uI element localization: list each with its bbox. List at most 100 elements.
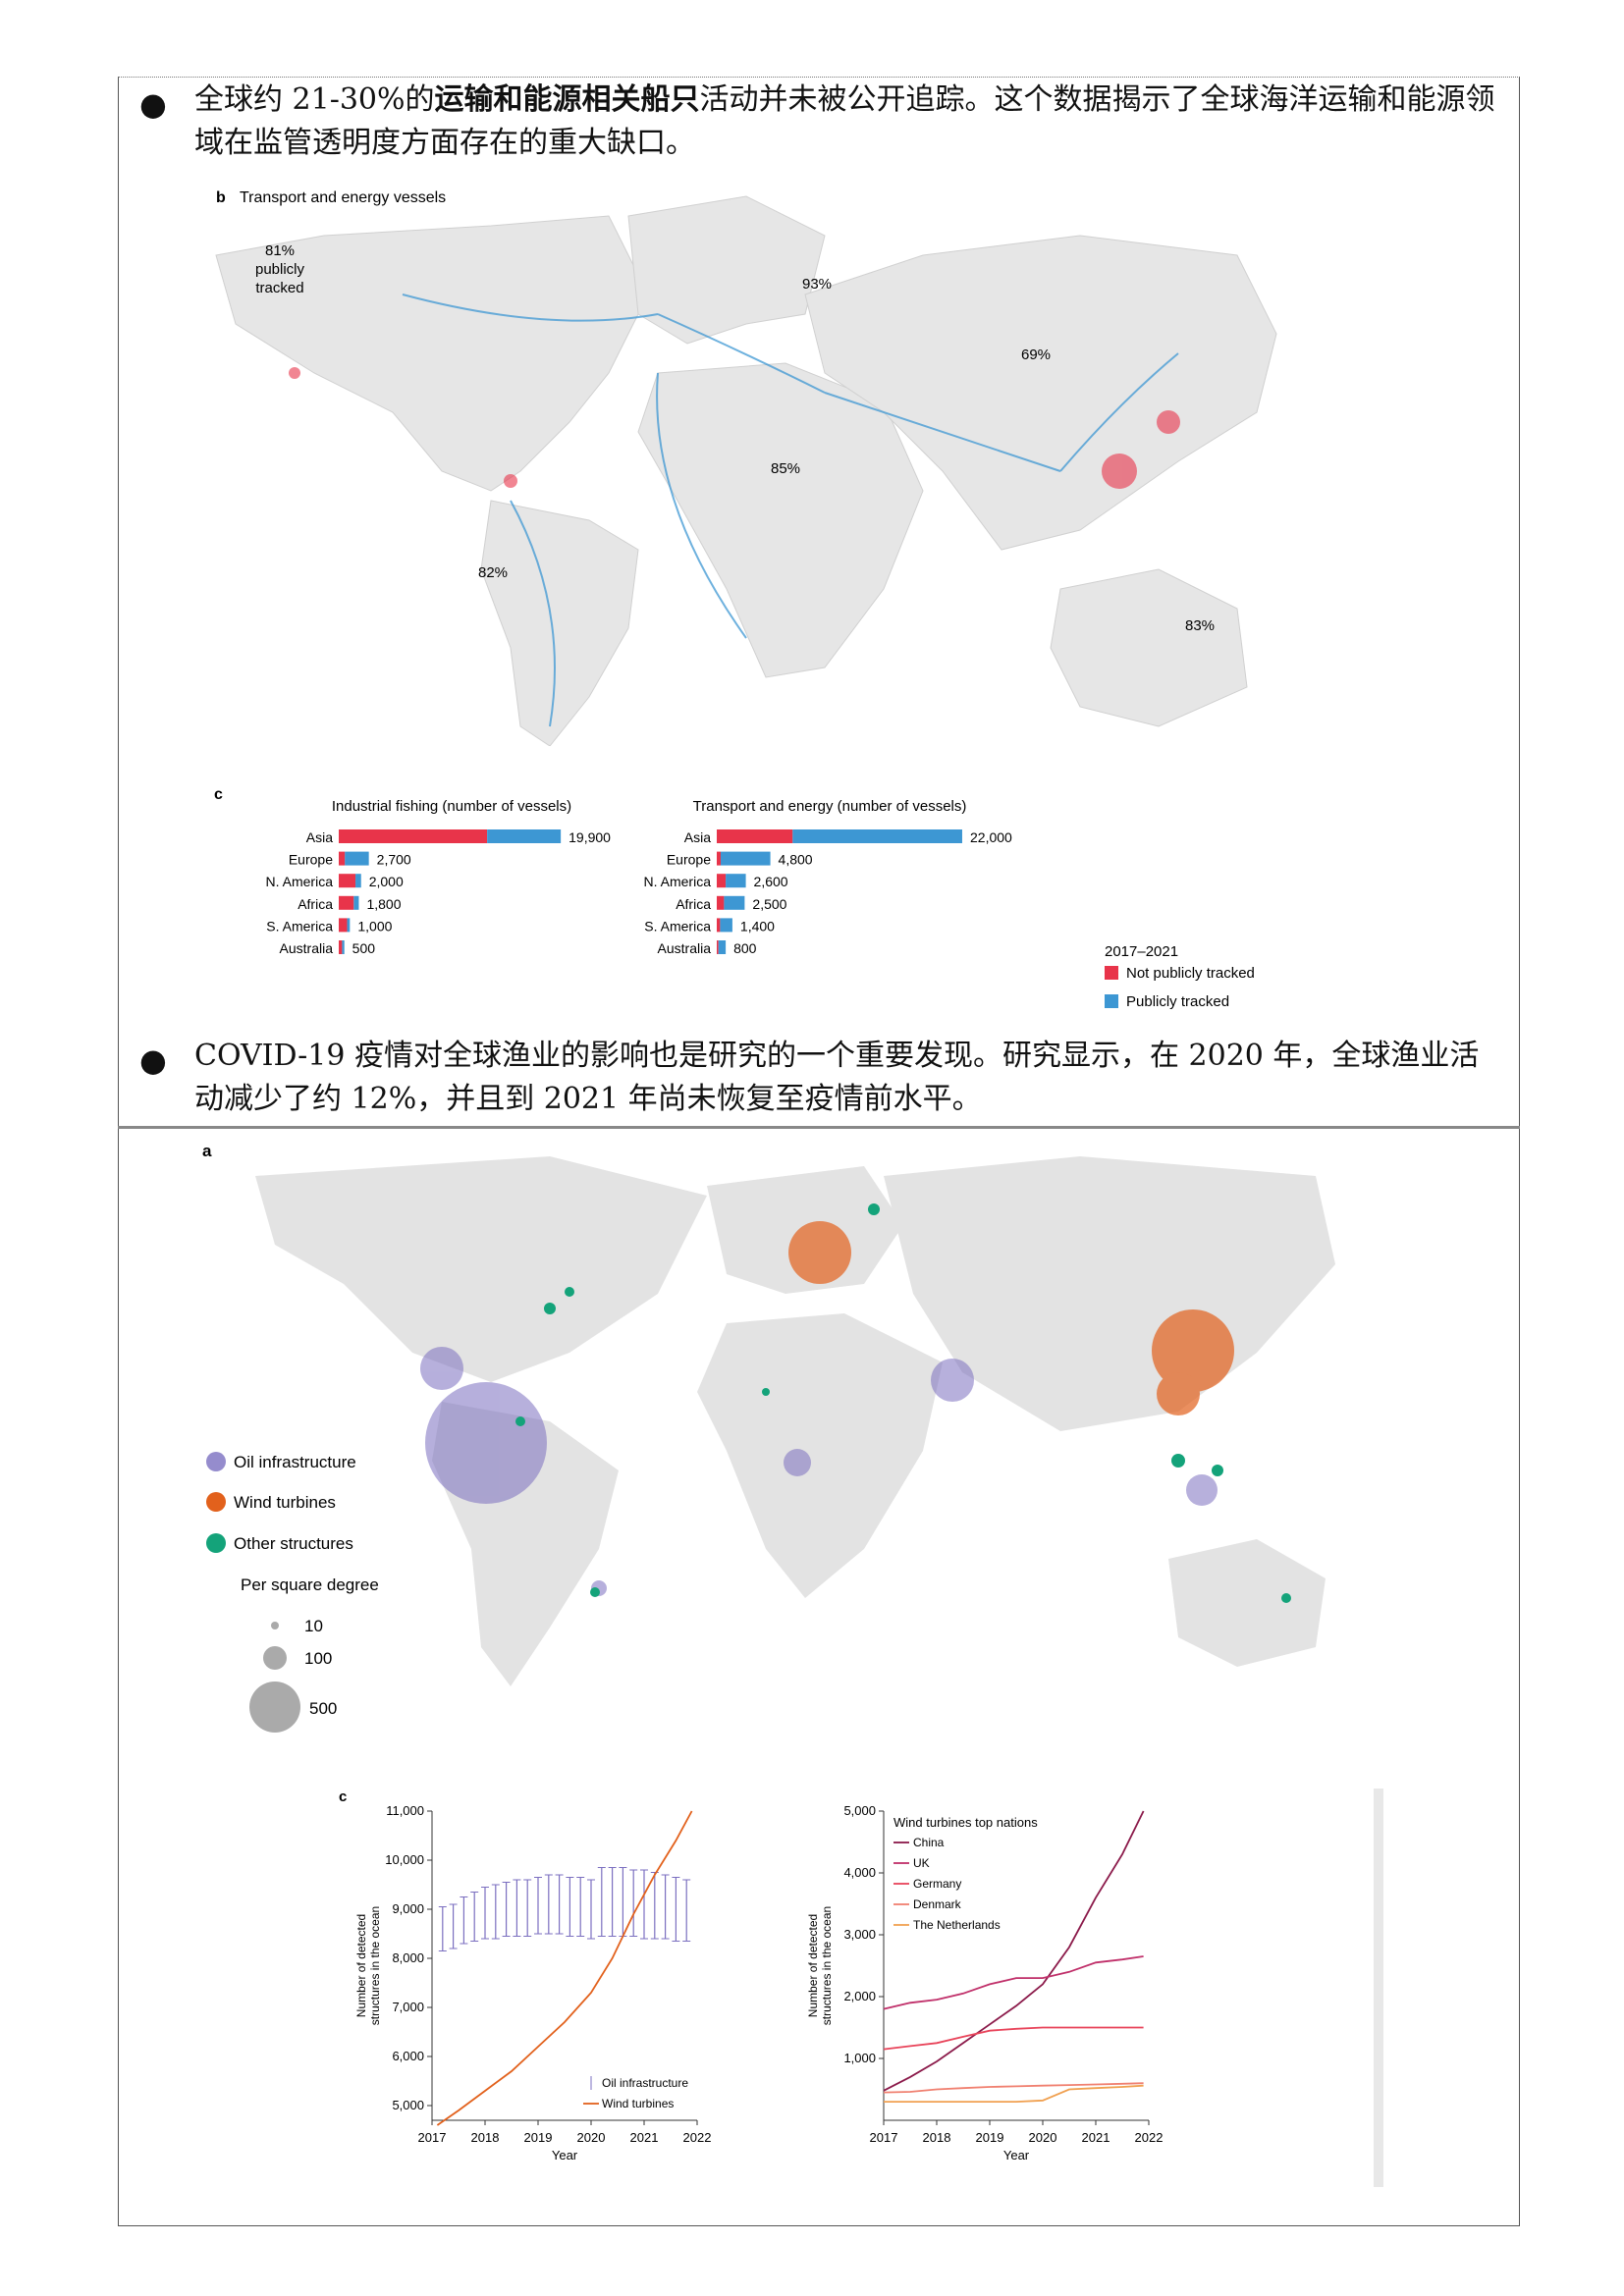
nation-legend-label: The Netherlands [913,1918,1001,1932]
legend-dot-oil [206,1452,226,1471]
figure-c2-label: c [339,1789,347,1805]
wind-north-sea [788,1221,851,1284]
other-australia [1281,1593,1291,1603]
bar-total-label: 19,900 [568,829,611,845]
size-dot-500 [249,1682,300,1733]
size-legend-title: Per square degree [241,1575,379,1594]
legend-dot-other [206,1533,226,1553]
bar-total-label: 500 [352,940,376,956]
infrastructure-map: a Oil infrastructure Wind turbines [202,1142,1335,1733]
paragraph-transport: 全球约 21-30%的运输和能源相关船只活动并未被公开追踪。这个数据揭示了全球海… [194,79,1500,165]
bar-category-label: S. America [644,918,711,934]
legend-label-not-tracked: Not publicly tracked [1126,965,1255,982]
europe-shape [627,195,826,345]
oil-gulf-us [420,1347,463,1390]
chart-left-x-tick-label: 2022 [683,2130,712,2145]
other-us-east-2 [565,1287,574,1297]
shipping-lanes [402,294,1179,727]
bar-segment-tracked [726,874,746,888]
chart-right-y-tick-label: 2,000 [843,1989,876,2003]
chart-right-y-tick-label: 3,000 [843,1927,876,1942]
document-frame [118,77,1520,2226]
lane-pacific-asia [1059,352,1179,472]
bar-category-label: Australia [658,940,712,956]
bar-category-label: Africa [676,896,711,912]
lane-indian [824,392,1061,472]
hotspot-caribbean [504,474,517,488]
bar-segment-tracked [347,918,351,933]
pct-asia: 69% [1021,347,1051,363]
hotspot-se-asia [1102,454,1137,489]
au-shape [1168,1539,1326,1667]
figure-c-label: c [214,786,223,803]
south-america-shape [480,500,639,746]
pct-na-1: 81% [265,242,295,259]
chart-left-x-tick-label: 2017 [418,2130,447,2145]
chart-right-y-tick-label: 1,000 [843,2051,876,2065]
bar-category-label: Africa [298,896,333,912]
lane-africa-coast [656,372,747,639]
other-se-asia-1 [1171,1454,1185,1468]
bar-segment-not-tracked [339,895,354,910]
na-shape [255,1156,707,1382]
size-dot-10 [271,1622,279,1629]
pct-eu: 93% [802,276,832,293]
bar-category-label: N. America [266,874,334,889]
bar-segment-not-tracked [339,851,346,866]
bar-segment-not-tracked [339,918,348,933]
bar-segment-tracked [345,851,369,866]
chart-left-y-tick-label: 7,000 [392,2000,424,2014]
bar-segment-not-tracked [339,874,355,888]
chart-left-x-tick-label: 2018 [471,2130,500,2145]
chart-left-y-tick-label: 8,000 [392,1950,424,1965]
bar-segment-tracked [718,940,727,954]
other-baltic [868,1203,880,1215]
chart-left-x-tick-label: 2020 [577,2130,606,2145]
bar-segment-not-tracked [717,851,721,866]
wind-turbines-line [436,1810,693,2126]
bar-segment-not-tracked [339,829,488,843]
pct-na-2: publicly [255,261,305,278]
chart-left-x-tick-label: 2021 [630,2130,659,2145]
africa-shape [697,1313,943,1598]
bar-category-label: S. America [266,918,333,934]
vessel-bar-charts: c 2017–2021 Not publicly tracked Publicl… [214,786,1255,1010]
scroll-strip [1374,1789,1383,2187]
pct-au: 83% [1185,617,1215,634]
other-se-asia-2 [1212,1465,1223,1476]
chart-left-y-tick-label: 9,000 [392,1901,424,1916]
pct-na-3: tracked [255,280,303,296]
figure-b-title: Transport and energy vessels [240,189,446,206]
figure-a-label: a [202,1142,212,1160]
nation-line-uk [883,1955,1144,2010]
bar-total-label: 22,000 [970,829,1012,845]
bar-total-label: 1,800 [366,896,401,912]
bar-segment-tracked [724,895,745,910]
bar-category-label: Europe [667,852,711,868]
bar-chart-title-fishing: Industrial fishing (number of vessels) [332,798,571,815]
legend-other-label: Other structures [234,1534,353,1553]
hotspot-east-asia [1157,410,1180,434]
bullet-2: ● [139,1041,167,1079]
paragraph-covid: COVID-19 疫情对全球渔业的影响也是研究的一个重要发现。研究显示，在 20… [194,1039,1480,1116]
bar-segment-tracked [720,851,771,866]
chart-right-x-tick-label: 2018 [923,2130,951,2145]
para1-bold: 运输和能源相关船只 [434,82,700,117]
hotspot-west-na [289,367,300,379]
oil-persian-gulf [931,1359,974,1402]
bar-category-label: N. America [644,874,712,889]
chart-right-y-label-line2: structures in the ocean [820,1906,834,2025]
bar-segment-not-tracked [717,874,727,888]
chart-left-x-label: Year [552,2148,578,2163]
bar-segment-tracked [353,895,359,910]
legend-swatch-tracked [1105,994,1118,1008]
bar-total-label: 2,600 [754,874,788,889]
bar-category-label: Australia [280,940,334,956]
bar-category-label: Europe [289,852,333,868]
other-caribbean [515,1416,525,1426]
legend-label-tracked: Publicly tracked [1126,993,1229,1010]
nation-line-china [883,1810,1145,2092]
legend-dot-wind [206,1492,226,1512]
legend-oil-label: Oil infrastructure [234,1453,356,1471]
bar-segment-tracked [487,829,562,843]
